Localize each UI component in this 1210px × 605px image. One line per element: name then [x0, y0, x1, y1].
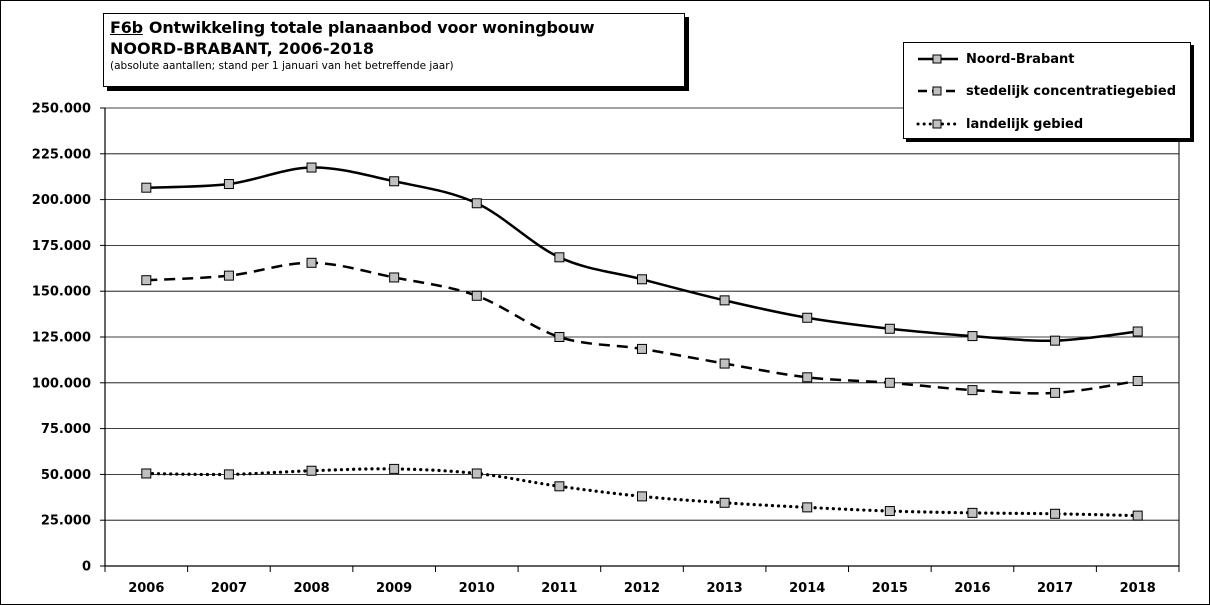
- y-tick-label: 200.000: [32, 193, 91, 208]
- x-tick-label: 2014: [789, 581, 825, 596]
- data-point-marker: [802, 312, 813, 323]
- legend-swatch-dashed: [918, 86, 958, 96]
- legend: Noord-Brabant stedelijk concentratiegebi…: [903, 42, 1191, 139]
- data-point-marker: [471, 198, 482, 209]
- data-point-marker: [637, 491, 647, 502]
- title-box: F6b Ontwikkeling totale planaanbod voor w…: [103, 13, 685, 87]
- x-tick-label: 2007: [211, 581, 247, 596]
- y-tick-label: 25.000: [41, 514, 91, 529]
- y-tick-label: 225.000: [32, 147, 91, 162]
- x-tick-label: 2018: [1120, 581, 1156, 596]
- data-point-marker: [141, 182, 152, 193]
- data-point-marker: [389, 176, 400, 187]
- data-point-marker: [719, 295, 730, 306]
- data-point-marker: [306, 257, 317, 268]
- y-tick-label: 50.000: [41, 468, 91, 483]
- data-point-marker: [1050, 335, 1061, 346]
- data-point-marker: [1132, 375, 1143, 386]
- legend-swatch-dotted: [916, 119, 960, 129]
- y-tick-label: 125.000: [32, 331, 91, 346]
- data-point-marker: [719, 358, 730, 369]
- data-point-marker: [719, 497, 730, 508]
- data-point-marker: [141, 468, 152, 479]
- data-point-marker: [884, 377, 895, 388]
- legend-item-landelijk: landelijk gebied: [916, 113, 1083, 135]
- legend-swatch-solid: [918, 54, 958, 64]
- data-point-marker: [223, 270, 234, 281]
- y-tick-label: 150.000: [32, 285, 91, 300]
- data-point-marker: [554, 252, 565, 263]
- title-line-2: NOORD-BRABANT, 2006-2018: [110, 39, 374, 58]
- data-point-marker: [306, 465, 317, 476]
- data-point-marker: [389, 463, 400, 474]
- x-tick-label: 2016: [954, 581, 990, 596]
- data-point-marker: [1050, 508, 1061, 519]
- data-point-marker: [554, 481, 565, 492]
- data-point-marker: [141, 275, 152, 286]
- data-point-marker: [967, 331, 978, 342]
- series-markers: [141, 162, 1143, 521]
- x-tick-label: 2011: [541, 581, 577, 596]
- data-point-marker: [637, 343, 647, 354]
- axes: [100, 107, 1180, 572]
- x-tick-label: 2008: [293, 581, 329, 596]
- data-point-marker: [1132, 326, 1143, 337]
- data-point-marker: [1132, 510, 1143, 521]
- y-axis-labels: 250.000 225.000 200.000 175.000 150.000 125.0…: [32, 102, 91, 575]
- legend-label: landelijk gebied: [966, 116, 1084, 132]
- x-tick-label: 2015: [872, 581, 908, 596]
- data-point-marker: [637, 274, 647, 285]
- data-point-marker: [884, 323, 895, 334]
- data-point-marker: [554, 332, 565, 342]
- legend-item-noord-brabant: Noord-Brabant: [916, 48, 1075, 70]
- data-point-marker: [884, 506, 895, 517]
- data-point-marker: [967, 507, 978, 518]
- data-point-marker: [471, 468, 482, 479]
- y-tick-label: 100.000: [32, 376, 91, 391]
- x-tick-label: 2012: [624, 581, 660, 596]
- y-tick-label: 0: [82, 560, 91, 575]
- x-tick-label: 2010: [459, 581, 495, 596]
- data-point-marker: [306, 162, 317, 173]
- y-tick-label: 175.000: [32, 239, 91, 254]
- legend-label: Noord-Brabant: [966, 51, 1075, 67]
- data-point-marker: [802, 372, 813, 383]
- data-point-marker: [389, 272, 400, 283]
- x-axis-labels: 2006 2007 2008 2009 2010 2011 2012 2013 2014 2015…: [128, 581, 1156, 596]
- data-point-marker: [1050, 387, 1061, 398]
- data-point-marker: [223, 179, 234, 190]
- legend-item-stedelijk: stedelijk concentratiegebied: [916, 80, 1176, 102]
- data-point-marker: [802, 502, 813, 513]
- y-tick-label: 75.000: [41, 422, 91, 437]
- title-line-1: Ontwikkeling totale planaanbod voor woni…: [148, 18, 595, 37]
- figure-code: F6b: [110, 18, 143, 37]
- y-tick-label: 250.000: [32, 102, 91, 117]
- x-tick-label: 2013: [707, 581, 743, 596]
- x-tick-label: 2006: [128, 581, 164, 596]
- x-tick-label: 2009: [376, 581, 412, 596]
- data-point-marker: [967, 385, 978, 396]
- data-point-marker: [471, 290, 482, 301]
- legend-label: stedelijk concentratiegebied: [966, 83, 1176, 99]
- data-point-marker: [223, 469, 234, 480]
- chart-subtitle: (absolute aantallen; stand per 1 januari…: [110, 60, 454, 72]
- chart-title: F6b Ontwikkeling totale planaanbod voor w…: [110, 18, 678, 38]
- x-tick-label: 2017: [1037, 581, 1073, 596]
